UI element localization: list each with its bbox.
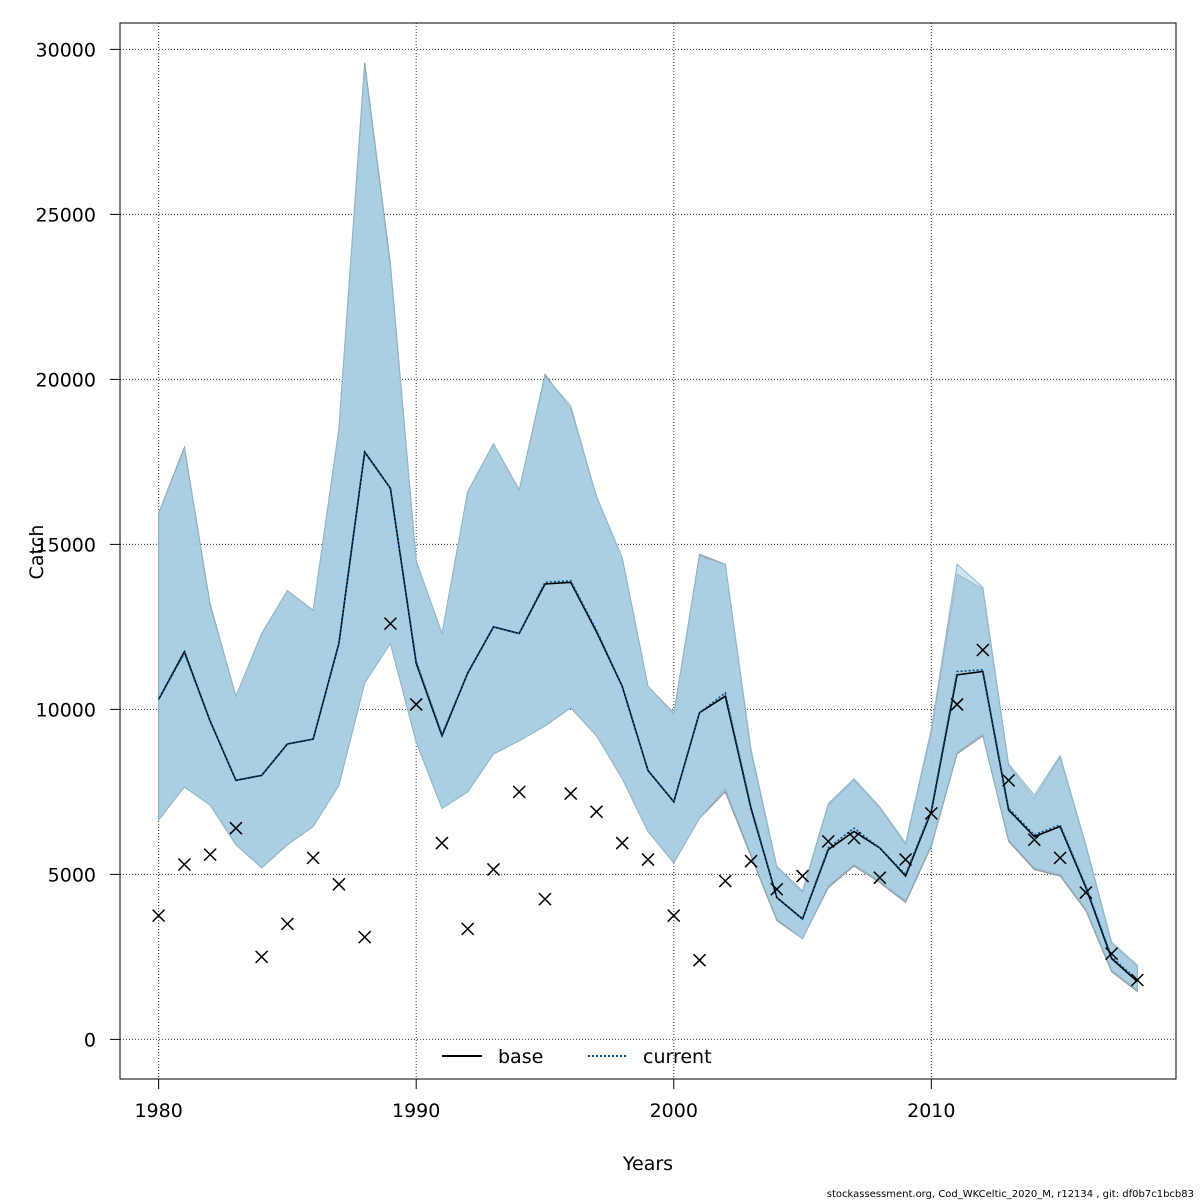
band-current: [158, 65, 1138, 991]
observed-point-2016: [1079, 886, 1093, 900]
observed-point-2017: [1105, 947, 1119, 961]
observed-point-1987: [332, 877, 346, 891]
observed-point-1980: [152, 909, 166, 923]
footer-caption: stockassessment.org, Cod_WKCeltic_2020_M…: [827, 1189, 1194, 1200]
observed-point-1991: [435, 836, 449, 850]
legend-label-base: base: [498, 1046, 543, 1068]
axes: 1980 1990 2000 2010 0 5000 10000 15000 20000 2500…: [36, 39, 956, 1122]
confidence-bands: [158, 62, 1138, 993]
observed-point-1998: [615, 836, 629, 850]
observed-point-2002: [718, 874, 732, 888]
plot-frame: [119, 22, 1177, 1080]
observed-point-2007: [847, 831, 861, 845]
observed-point-2009: [899, 853, 913, 867]
x-axis-label: Years: [622, 1153, 673, 1175]
observed-point-2012: [976, 643, 990, 657]
y-tick-label-0: 0: [84, 1029, 96, 1051]
observed-point-2004: [770, 882, 784, 896]
series-lines: [157, 449, 1138, 983]
observed-point-1996: [564, 787, 578, 801]
x-tick-label-1980: 1980: [134, 1100, 182, 1122]
observed-point-1985: [280, 917, 294, 931]
x-tick-label-2010: 2010: [907, 1100, 955, 1122]
grid-lines: [120, 23, 1176, 1079]
observed-point-1988: [358, 930, 372, 944]
observed-point-2008: [873, 871, 887, 885]
observed-point-1994: [512, 785, 526, 799]
observed-point-2005: [796, 869, 810, 883]
observed-point-2010: [924, 806, 938, 820]
observed-point-2013: [1002, 773, 1016, 787]
y-tick-label-10000: 10000: [36, 699, 96, 721]
observed-point-1989: [383, 617, 397, 631]
observed-point-1990: [409, 697, 423, 711]
observed-point-2011: [950, 697, 964, 711]
y-tick-label-30000: 30000: [36, 39, 96, 61]
observed-point-1986: [306, 851, 320, 865]
observed-point-2018: [1130, 973, 1144, 987]
observed-point-1997: [589, 805, 604, 819]
y-axis-label: Catch: [26, 525, 48, 580]
x-tick-label-2000: 2000: [650, 1100, 698, 1122]
y-tick-label-20000: 20000: [36, 369, 96, 391]
observed-point-1981: [177, 857, 191, 872]
y-tick-label-5000: 5000: [48, 864, 96, 886]
legend: base current: [442, 1046, 712, 1068]
observed-point-1984: [255, 950, 269, 964]
observed-point-2001: [692, 953, 707, 967]
observed-point-1999: [641, 853, 655, 867]
observed-point-1995: [538, 892, 552, 906]
observed-point-1983: [229, 821, 243, 835]
y-tick-label-15000: 15000: [36, 534, 96, 556]
band-base: [158, 62, 1138, 993]
y-tick-label-25000: 25000: [36, 204, 96, 226]
observed-point-2015: [1053, 851, 1067, 865]
line-current: [157, 449, 1138, 981]
observed-point-2003: [744, 854, 758, 868]
observed-point-2000: [667, 909, 681, 923]
observed-points: [152, 617, 1144, 987]
observed-point-1993: [486, 862, 500, 876]
x-tick-label-1990: 1990: [392, 1100, 440, 1122]
observed-point-2006: [821, 834, 835, 848]
legend-label-current: current: [643, 1046, 712, 1068]
observed-point-1992: [461, 922, 475, 936]
observed-point-1982: [203, 848, 217, 862]
observed-point-2014: [1027, 833, 1041, 847]
